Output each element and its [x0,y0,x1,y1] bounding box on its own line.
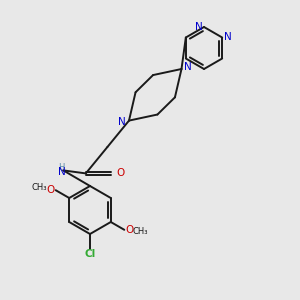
Text: N: N [184,62,192,73]
Text: CH₃: CH₃ [32,183,47,192]
Text: N: N [118,117,126,127]
Text: O: O [117,168,125,178]
Text: N: N [195,22,203,32]
Text: H: H [58,163,65,172]
Text: N: N [58,167,66,177]
Text: N: N [224,32,231,43]
Text: CH₃: CH₃ [132,227,148,236]
Text: O: O [46,184,54,195]
Text: O: O [126,225,134,236]
Text: Cl: Cl [84,249,96,260]
